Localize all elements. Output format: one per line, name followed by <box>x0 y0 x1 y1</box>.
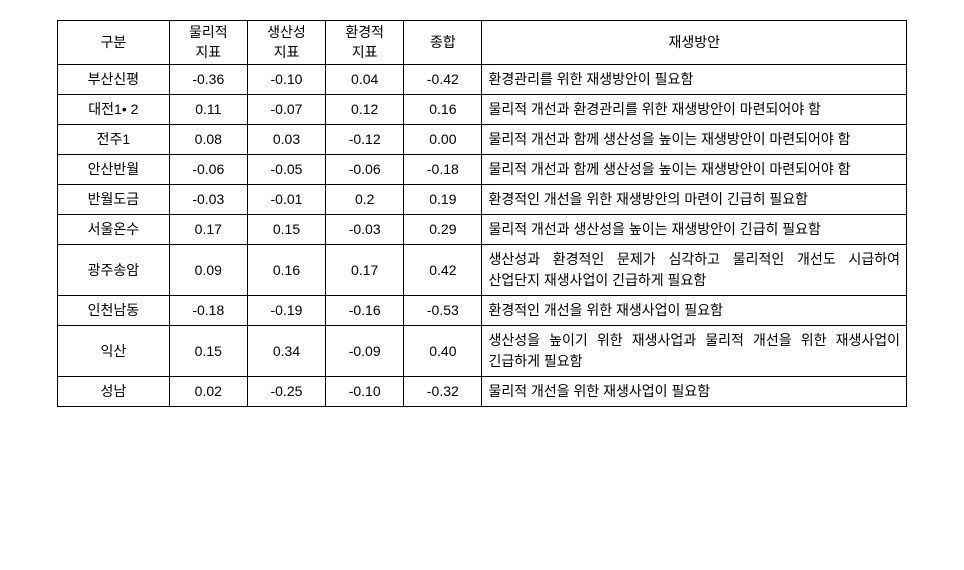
cell-environmental: 0.12 <box>326 95 404 125</box>
cell-name: 대전1• 2 <box>58 95 170 125</box>
table-row: 성남0.02-0.25-0.10-0.32물리적 개선을 위한 재생사업이 필요… <box>58 377 907 407</box>
cell-plan: 물리적 개선을 위한 재생사업이 필요함 <box>482 377 907 407</box>
cell-total: 0.16 <box>404 95 482 125</box>
industrial-complex-table: 구분 물리적 지표 생산성 지표 환경적 지표 종합 재생방안 부산신평-0.3… <box>57 20 907 407</box>
cell-total: 0.19 <box>404 185 482 215</box>
cell-physical: 0.17 <box>169 215 247 245</box>
table-body: 부산신평-0.36-0.100.04-0.42환경관리를 위한 재생방안이 필요… <box>58 65 907 407</box>
cell-plan: 환경적인 개선을 위한 재생방안의 마련이 긴급히 필요함 <box>482 185 907 215</box>
cell-plan: 환경관리를 위한 재생방안이 필요함 <box>482 65 907 95</box>
cell-total: -0.32 <box>404 377 482 407</box>
header-physical-l1: 물리적 <box>189 24 228 40</box>
cell-productivity: -0.19 <box>247 296 325 326</box>
header-environmental: 환경적 지표 <box>326 21 404 65</box>
cell-environmental: -0.16 <box>326 296 404 326</box>
cell-environmental: -0.03 <box>326 215 404 245</box>
cell-environmental: -0.06 <box>326 155 404 185</box>
cell-productivity: -0.07 <box>247 95 325 125</box>
cell-productivity: 0.15 <box>247 215 325 245</box>
header-productivity-l2: 지표 <box>274 44 300 60</box>
cell-plan: 물리적 개선과 함께 생산성을 높이는 재생방안이 마련되어야 함 <box>482 125 907 155</box>
cell-plan: 물리적 개선과 함께 생산성을 높이는 재생방안이 마련되어야 함 <box>482 155 907 185</box>
cell-name: 인천남동 <box>58 296 170 326</box>
cell-name: 익산 <box>58 326 170 377</box>
header-productivity-l1: 생산성 <box>267 24 306 40</box>
header-plan: 재생방안 <box>482 21 907 65</box>
cell-environmental: -0.12 <box>326 125 404 155</box>
table-row: 부산신평-0.36-0.100.04-0.42환경관리를 위한 재생방안이 필요… <box>58 65 907 95</box>
cell-name: 반월도금 <box>58 185 170 215</box>
cell-physical: 0.09 <box>169 245 247 296</box>
header-physical: 물리적 지표 <box>169 21 247 65</box>
cell-plan: 물리적 개선과 환경관리를 위한 재생방안이 마련되어야 함 <box>482 95 907 125</box>
cell-plan: 생산성을 높이기 위한 재생사업과 물리적 개선을 위한 재생사업이 긴급하게 … <box>482 326 907 377</box>
cell-productivity: -0.10 <box>247 65 325 95</box>
cell-physical: 0.15 <box>169 326 247 377</box>
cell-name: 서울온수 <box>58 215 170 245</box>
cell-total: 0.00 <box>404 125 482 155</box>
cell-total: 0.42 <box>404 245 482 296</box>
cell-environmental: 0.04 <box>326 65 404 95</box>
header-physical-l2: 지표 <box>195 44 221 60</box>
cell-total: 0.29 <box>404 215 482 245</box>
cell-environmental: 0.2 <box>326 185 404 215</box>
cell-productivity: -0.05 <box>247 155 325 185</box>
cell-plan: 생산성과 환경적인 문제가 심각하고 물리적인 개선도 시급하여 산업단지 재생… <box>482 245 907 296</box>
cell-physical: 0.08 <box>169 125 247 155</box>
cell-productivity: -0.01 <box>247 185 325 215</box>
header-category: 구분 <box>58 21 170 65</box>
cell-environmental: -0.09 <box>326 326 404 377</box>
cell-total: 0.40 <box>404 326 482 377</box>
cell-productivity: -0.25 <box>247 377 325 407</box>
cell-plan: 환경적인 개선을 위한 재생사업이 필요함 <box>482 296 907 326</box>
cell-name: 성남 <box>58 377 170 407</box>
cell-productivity: 0.03 <box>247 125 325 155</box>
cell-physical: -0.36 <box>169 65 247 95</box>
cell-environmental: 0.17 <box>326 245 404 296</box>
table-row: 인천남동-0.18-0.19-0.16-0.53환경적인 개선을 위한 재생사업… <box>58 296 907 326</box>
cell-environmental: -0.10 <box>326 377 404 407</box>
table-row: 반월도금-0.03-0.010.20.19환경적인 개선을 위한 재생방안의 마… <box>58 185 907 215</box>
table-row: 광주송암0.090.160.170.42생산성과 환경적인 문제가 심각하고 물… <box>58 245 907 296</box>
cell-name: 부산신평 <box>58 65 170 95</box>
cell-physical: -0.18 <box>169 296 247 326</box>
table-row: 서울온수0.170.15-0.030.29물리적 개선과 생산성을 높이는 재생… <box>58 215 907 245</box>
cell-total: -0.42 <box>404 65 482 95</box>
cell-physical: 0.11 <box>169 95 247 125</box>
cell-productivity: 0.34 <box>247 326 325 377</box>
table-row: 익산0.150.34-0.090.40생산성을 높이기 위한 재생사업과 물리적… <box>58 326 907 377</box>
cell-name: 전주1 <box>58 125 170 155</box>
cell-productivity: 0.16 <box>247 245 325 296</box>
table-header-row: 구분 물리적 지표 생산성 지표 환경적 지표 종합 재생방안 <box>58 21 907 65</box>
table-row: 대전1• 20.11-0.070.120.16물리적 개선과 환경관리를 위한 … <box>58 95 907 125</box>
cell-name: 안산반월 <box>58 155 170 185</box>
header-environmental-l2: 지표 <box>352 44 378 60</box>
cell-physical: -0.06 <box>169 155 247 185</box>
cell-name: 광주송암 <box>58 245 170 296</box>
cell-total: -0.53 <box>404 296 482 326</box>
header-environmental-l1: 환경적 <box>345 24 384 40</box>
header-total: 종합 <box>404 21 482 65</box>
table-row: 전주10.080.03-0.120.00물리적 개선과 함께 생산성을 높이는 … <box>58 125 907 155</box>
cell-physical: 0.02 <box>169 377 247 407</box>
cell-plan: 물리적 개선과 생산성을 높이는 재생방안이 긴급히 필요함 <box>482 215 907 245</box>
cell-total: -0.18 <box>404 155 482 185</box>
cell-physical: -0.03 <box>169 185 247 215</box>
table-row: 안산반월-0.06-0.05-0.06-0.18물리적 개선과 함께 생산성을 … <box>58 155 907 185</box>
header-productivity: 생산성 지표 <box>247 21 325 65</box>
